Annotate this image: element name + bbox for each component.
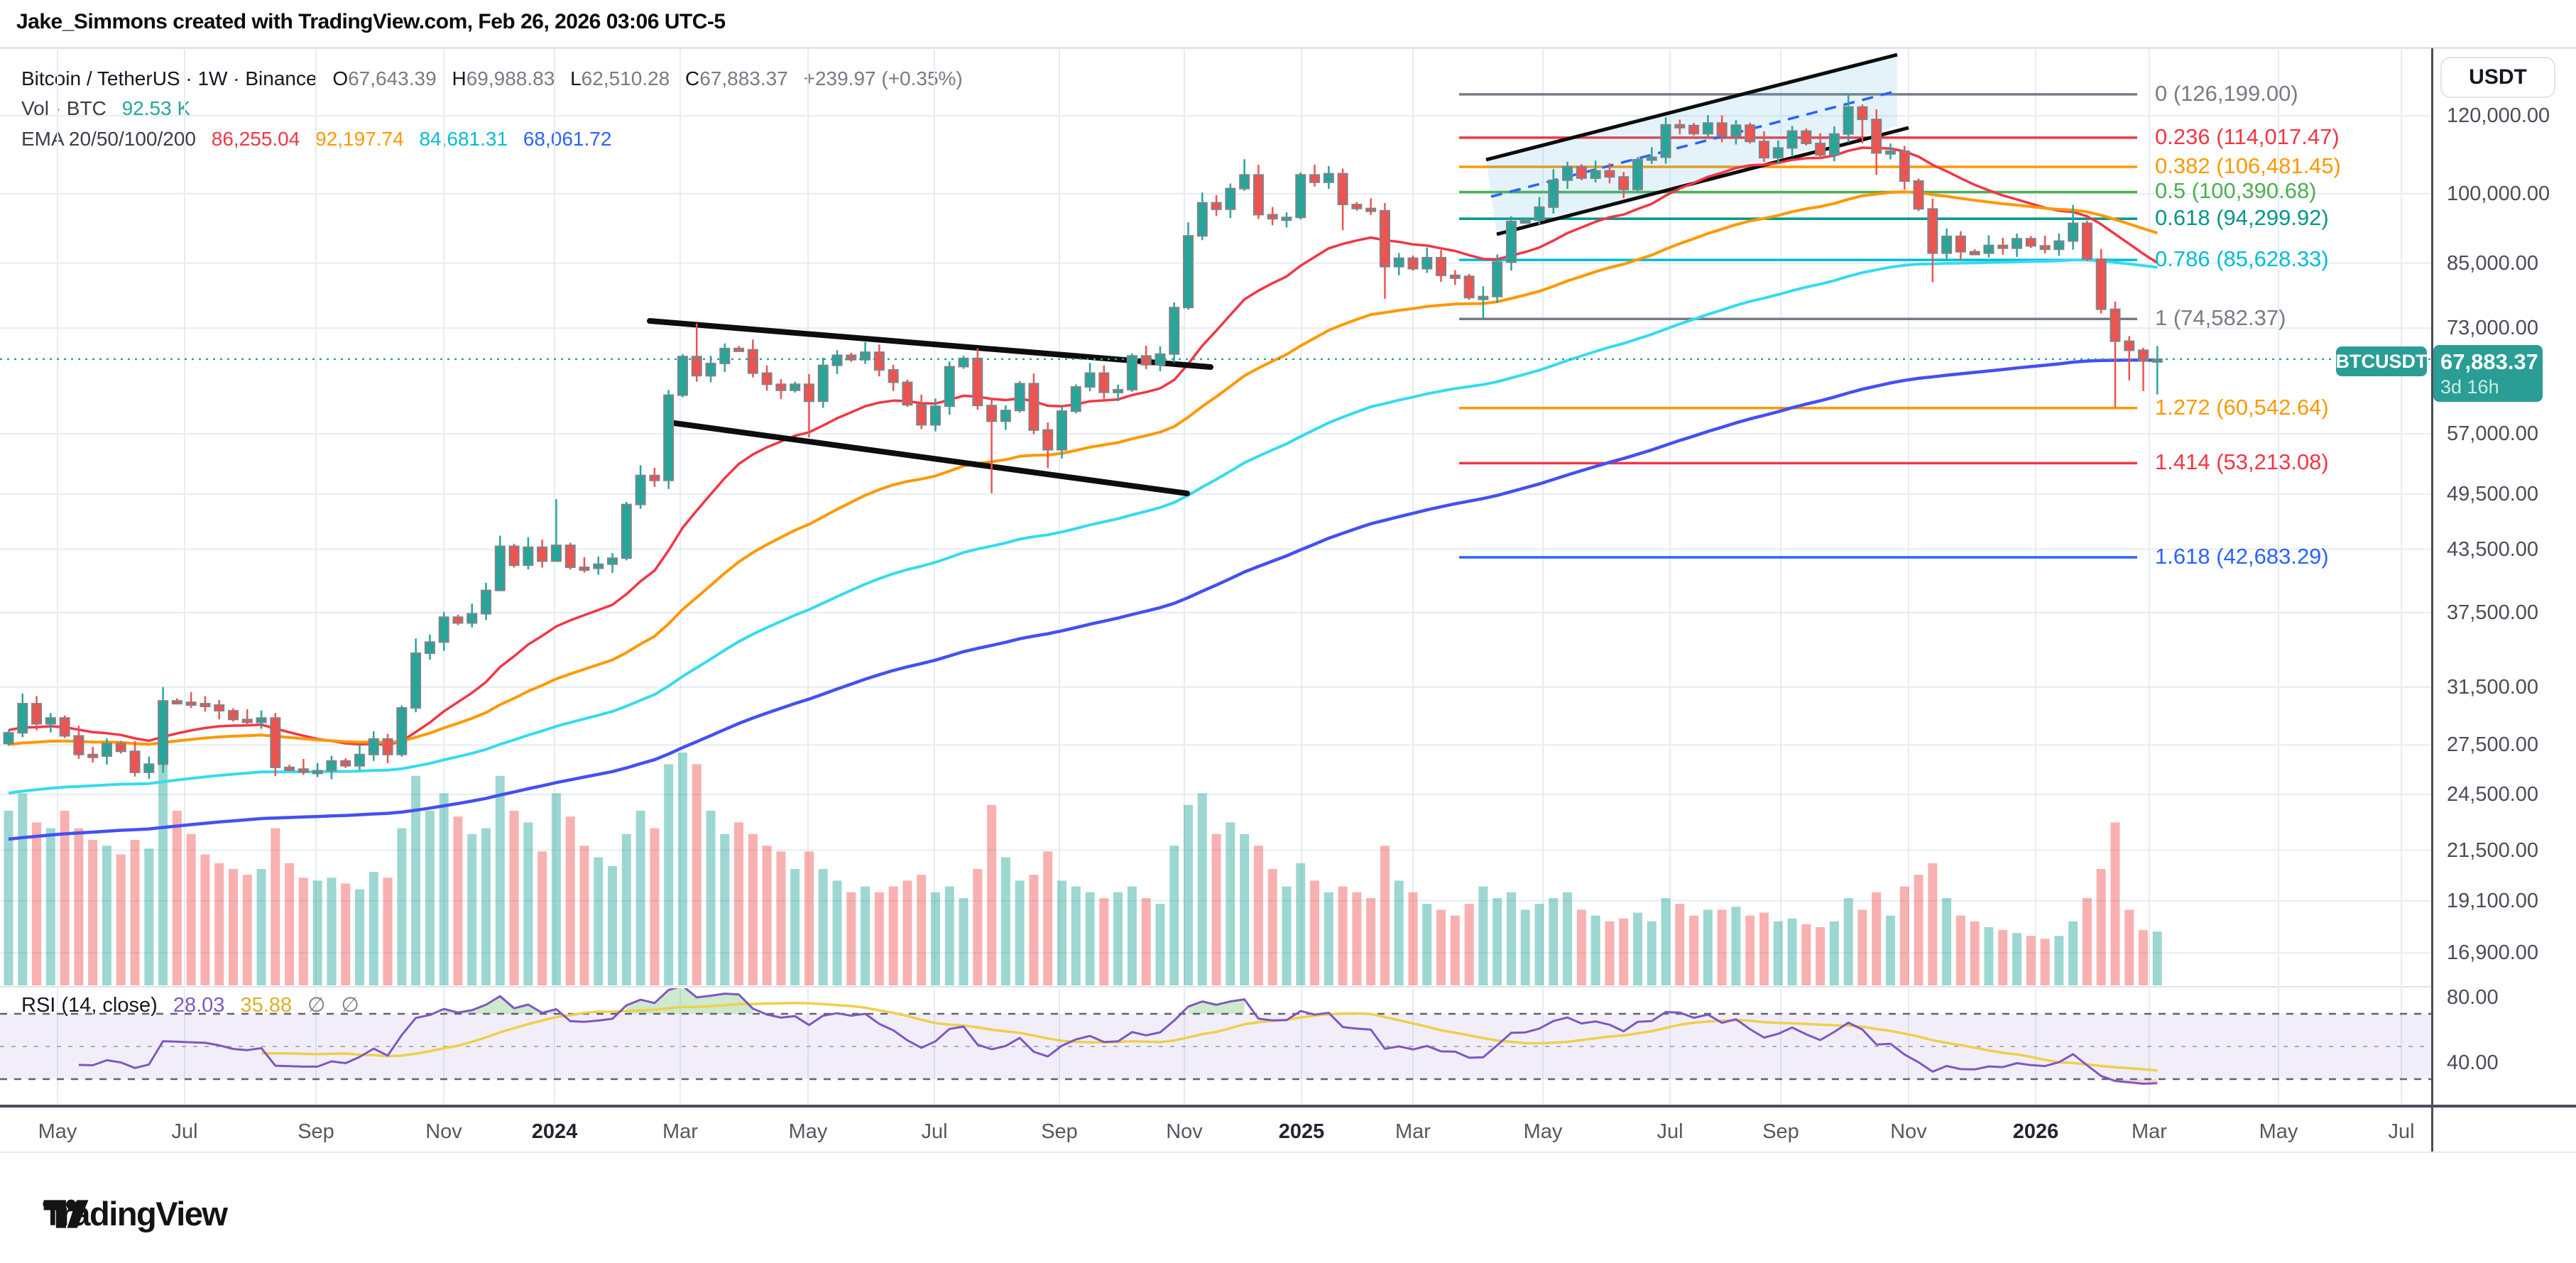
time-axis-tick: Nov [1890, 1120, 1927, 1143]
ohlc-close-value: 67,883.37 [699, 67, 788, 89]
ohlc-open-label: O [332, 67, 349, 89]
ema50-value: 92,197.74 [315, 128, 404, 150]
ohlc-close-label: C [685, 67, 700, 89]
rsi-empty-input-2: ∅ [341, 994, 359, 1017]
last-price-badge: 67,883.37 3d 16h [2433, 345, 2543, 402]
price-axis-tick: 49,500.00 [2447, 483, 2539, 505]
price-chart[interactable] [0, 48, 2432, 987]
rsi-label: RSI (14, close) [21, 994, 158, 1017]
fib-level-label[interactable]: 1.414 (53,213.08) [2155, 449, 2329, 474]
ohlc-open-value: 67,643.39 [348, 67, 437, 89]
attribution-text: Jake_Simmons created with TradingView.co… [16, 10, 726, 33]
price-axis-tick: 85,000.00 [2447, 252, 2539, 275]
ema100-value: 84,681.31 [419, 128, 508, 150]
symbol-title: Bitcoin / TetherUS · 1W · Binance [21, 67, 317, 89]
ohlc-high-label: H [452, 67, 466, 89]
symbol-price-flag: BTCUSDT [2336, 346, 2428, 376]
time-axis-tick: Jul [921, 1120, 948, 1143]
fib-level-label[interactable]: 0.618 (94,299.92) [2155, 205, 2329, 230]
tradingview-logo[interactable]: TradingView [43, 1194, 228, 1233]
price-axis-tick: 43,500.00 [2447, 538, 2539, 561]
rsi-value: 28.03 [173, 994, 225, 1017]
time-axis-tick: Jul [171, 1120, 198, 1143]
tradingview-logo-icon [43, 1199, 89, 1228]
fib-level-label[interactable]: 0.236 (114,017.47) [2155, 124, 2340, 149]
price-axis-tick: 120,000.00 [2447, 104, 2550, 127]
fib-level-label[interactable]: 0.786 (85,628.33) [2155, 246, 2329, 271]
time-axis-tick: 2026 [2012, 1120, 2059, 1143]
time-axis-tick: Sep [1762, 1120, 1799, 1143]
rsi-pane[interactable] [0, 988, 2432, 1105]
time-axis-tick: Jul [1657, 1120, 1683, 1143]
time-axis-tick: Nov [425, 1120, 462, 1143]
rsi-axis-tick: 80.00 [2447, 986, 2499, 1009]
time-axis-tick: Nov [1166, 1120, 1203, 1143]
fib-level-label[interactable]: 0.5 (100,390.68) [2155, 178, 2317, 203]
price-axis-tick: 73,000.00 [2447, 317, 2539, 339]
pane-separator[interactable] [0, 986, 2432, 988]
currency-unit-button[interactable]: USDT [2440, 57, 2555, 98]
time-axis-tick: 2025 [1278, 1120, 1325, 1143]
time-axis-tick: Mar [662, 1120, 698, 1143]
bar-countdown: 3d 16h [2440, 376, 2499, 398]
fib-level-label[interactable]: 1.618 (42,683.29) [2155, 544, 2329, 569]
rsi-legend-row[interactable]: RSI (14, close) 28.03 35.88 ∅ ∅ [21, 993, 359, 1017]
last-price-value: 67,883.37 [2440, 349, 2538, 374]
price-axis-tick: 27,500.00 [2447, 733, 2539, 756]
time-axis-tick: Mar [1395, 1120, 1431, 1143]
time-axis-tick: Sep [298, 1120, 334, 1143]
price-axis-tick: 19,100.00 [2447, 890, 2539, 912]
price-axis-tick: 16,900.00 [2447, 941, 2539, 964]
time-axis-tick: Mar [2132, 1120, 2167, 1143]
ohlc-change: +239.97 (+0.35%) [803, 67, 963, 89]
price-axis-tick: 100,000.00 [2447, 182, 2550, 205]
price-axis-tick: 37,500.00 [2447, 601, 2539, 624]
price-axis-tick: 24,500.00 [2447, 783, 2539, 806]
price-axis-separator [2431, 48, 2433, 1153]
rsi-axis-tick: 40.00 [2447, 1051, 2499, 1074]
ema200-value: 68,061.72 [523, 128, 612, 150]
ohlc-high-value: 69,988.83 [466, 67, 555, 89]
rsi-empty-input-1: ∅ [307, 994, 326, 1017]
time-axis-tick: May [38, 1120, 77, 1143]
rsi-ma-value: 35.88 [240, 994, 293, 1017]
chart-top-border [0, 47, 2576, 49]
ema-label: EMA 20/50/100/200 [21, 128, 196, 150]
price-axis-tick: 21,500.00 [2447, 839, 2539, 862]
time-axis-tick: May [2259, 1120, 2298, 1143]
bottom-border [0, 1152, 2576, 1153]
time-axis-tick: Sep [1041, 1120, 1078, 1143]
time-axis-tick: May [788, 1120, 828, 1143]
price-axis-tick: 57,000.00 [2447, 422, 2539, 445]
time-axis-tick: 2024 [531, 1120, 578, 1143]
ohlc-low-value: 62,510.28 [581, 67, 670, 89]
ema-legend-row[interactable]: EMA 20/50/100/200 86,255.04 92,197.74 84… [21, 128, 611, 151]
fib-level-label[interactable]: 0 (126,199.00) [2155, 81, 2298, 106]
fib-level-label[interactable]: 0.382 (106,481.45) [2155, 153, 2341, 178]
time-axis-tick: Jul [2388, 1120, 2415, 1143]
symbol-legend-row[interactable]: Bitcoin / TetherUS · 1W · Binance O67,64… [21, 67, 963, 90]
price-axis-tick: 31,500.00 [2447, 676, 2539, 699]
ohlc-low-label: L [570, 67, 582, 89]
fib-level-label[interactable]: 1 (74,582.37) [2155, 305, 2286, 330]
fib-level-label[interactable]: 1.272 (60,542.64) [2155, 395, 2329, 420]
currency-unit-label: USDT [2469, 65, 2527, 89]
ema20-value: 86,255.04 [211, 128, 300, 150]
time-axis-tick: May [1523, 1120, 1563, 1143]
time-axis-separator [0, 1105, 2576, 1108]
